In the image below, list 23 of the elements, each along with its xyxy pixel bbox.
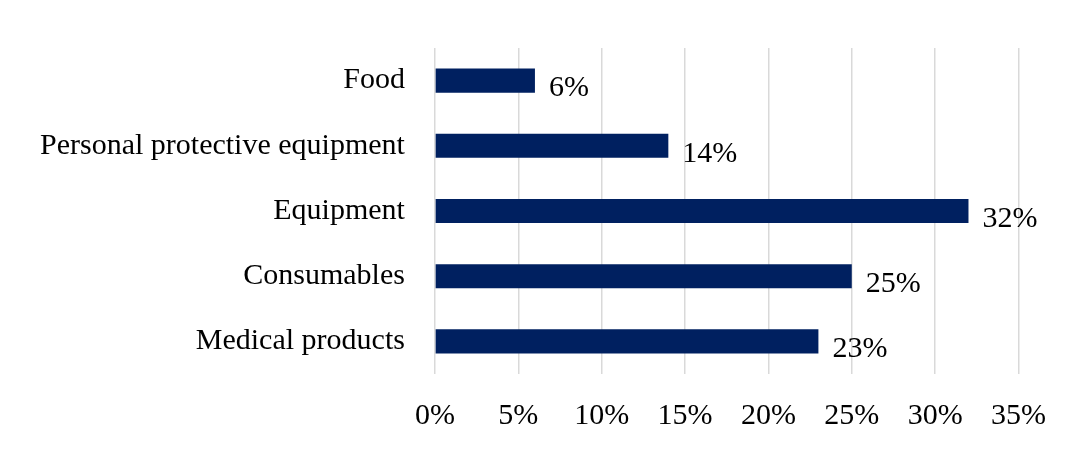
x-tick-label: 25% [824, 396, 880, 430]
bar [435, 133, 669, 158]
data-label: 32% [982, 199, 1038, 233]
x-tick-label: 15% [657, 396, 713, 430]
data-label: 14% [682, 134, 738, 168]
y-tick-label: Food [343, 61, 405, 95]
y-tick-label: Personal protective equipment [39, 126, 406, 160]
data-label: 23% [832, 330, 888, 364]
data-label: 6% [548, 69, 589, 103]
x-tick-label: 5% [498, 396, 539, 430]
y-tick-label: Medical products [195, 322, 405, 356]
x-tick-label: 20% [740, 396, 796, 430]
x-tick-label: 10% [574, 396, 630, 430]
bar [435, 329, 819, 354]
data-label: 25% [865, 265, 921, 299]
bar [435, 198, 969, 224]
y-tick-label: Equipment [273, 191, 406, 225]
y-tick-label: Consumables [243, 257, 405, 291]
bar [435, 264, 852, 289]
x-tick-label: 30% [907, 396, 963, 430]
x-tick-label: 0% [414, 396, 455, 430]
bar [435, 68, 535, 93]
x-tick-label: 35% [991, 396, 1046, 430]
